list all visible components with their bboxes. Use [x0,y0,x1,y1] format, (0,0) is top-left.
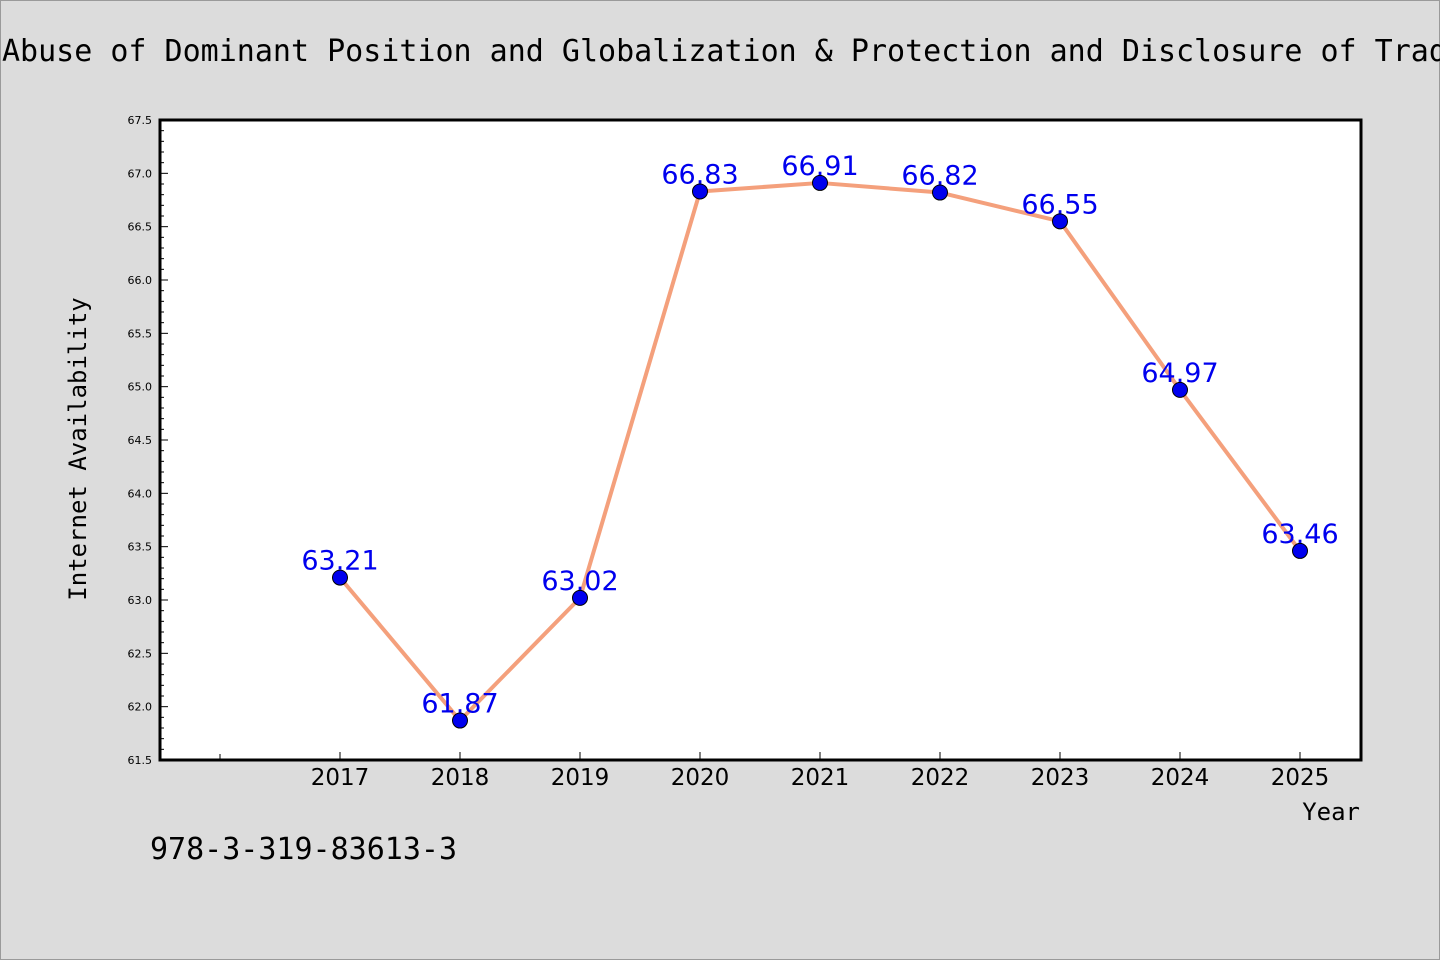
x-tick-label: 2019 [551,765,610,791]
x-tick-label: 2024 [1151,765,1210,791]
y-tick-label: 61.5 [128,754,153,767]
x-tick-label: 2020 [671,765,730,791]
y-axis: 61.5 62.0 62.5 63.0 63.5 64.0 64.5 65.0 65.5 66.0… [128,114,168,767]
y-tick-label: 67.5 [128,114,153,127]
data-point [572,589,588,606]
series-layer: 63.21 61.87 63.02 66.83 66.91 66.82 66.55 64.97… [301,151,1339,729]
x-tick-label: 2023 [1031,765,1090,791]
y-tick-label: 63.0 [128,594,153,607]
y-tick-label: 67.0 [128,167,153,180]
data-point [932,184,948,201]
y-tick-label: 63.5 [128,541,153,554]
data-point [1292,542,1308,559]
plot-area [158,118,1363,762]
x-tick-label: 2017 [311,765,370,791]
data-point [1052,213,1068,230]
chart-title: Abuse of Dominant Position and Globaliza… [2,34,1440,69]
y-tick-label: 66.0 [128,274,153,287]
data-label: 63.21 [301,546,378,577]
x-tick-label: 2022 [911,765,970,791]
data-point [692,183,708,200]
data-label: 63.02 [541,566,618,597]
y-tick-label: 62.0 [128,701,153,714]
y-tick-label: 65.5 [128,327,153,340]
x-tick-label: 2021 [791,765,850,791]
data-point [1172,381,1188,398]
y-tick-label: 64.0 [128,487,153,500]
y-axis-label: Internet Availability [64,297,92,600]
data-point [812,174,828,191]
y-tick-label: 65.0 [128,381,153,394]
data-point [452,712,468,729]
isbn-text: 978-3-319-83613-3 [150,832,458,867]
data-label: 66.91 [781,151,858,182]
chart-title-bar: Abuse of Dominant Position and Globaliza… [0,30,1440,74]
data-label: 66.83 [661,159,738,190]
y-tick-label: 66.5 [128,221,153,234]
x-axis-label: Year [1302,798,1360,826]
data-label: 66.55 [1021,189,1098,220]
x-tick-label: 2018 [431,765,490,791]
x-tick-label: 2025 [1271,765,1330,791]
data-label: 64.97 [1141,358,1218,389]
y-tick-label: 62.5 [128,647,153,660]
data-point [332,569,348,586]
data-label: 66.82 [901,161,978,192]
y-tick-label: 64.5 [128,434,153,447]
data-label: 63.46 [1261,519,1338,550]
x-axis: 2017 2018 2019 2020 2021 2022 2023 2024 2025 [219,752,1330,791]
data-label: 61.87 [421,689,498,720]
